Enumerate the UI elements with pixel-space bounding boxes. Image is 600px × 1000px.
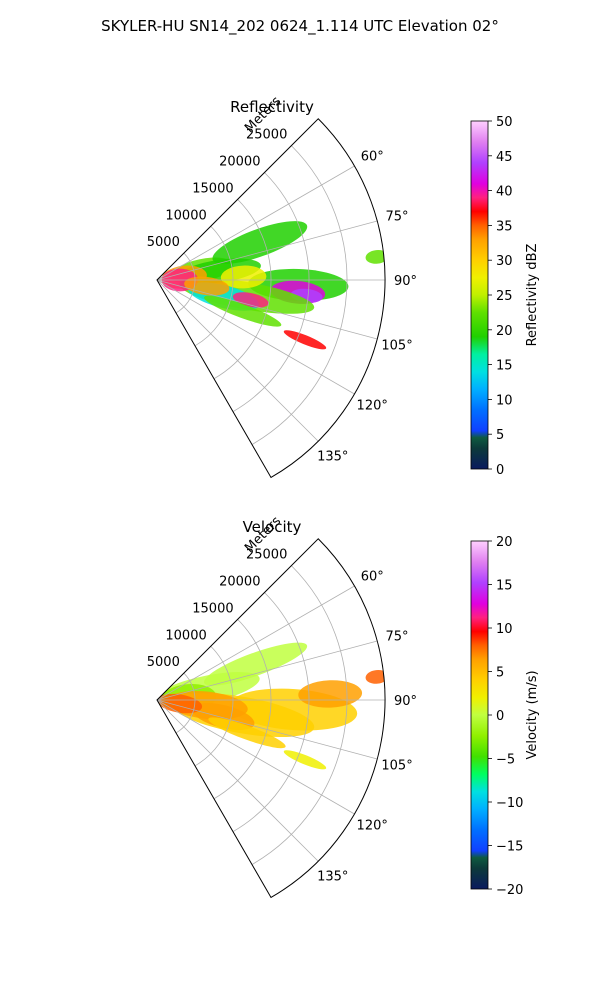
range-tick-label: 25000 — [246, 128, 287, 143]
azimuth-gridline — [156, 699, 319, 862]
sector-outline — [156, 538, 386, 899]
azimuth-tick-label: 90° — [394, 694, 417, 709]
colorbar-tick-label: 50 — [496, 115, 513, 130]
echo-cell — [365, 249, 385, 264]
range-ring — [194, 645, 234, 767]
radar-panels: Reflectivity500010000150002000025000Mete… — [147, 94, 540, 899]
azimuth-gridline — [156, 220, 378, 281]
colorbar: −20 −15 −10 −5 0 5 10 15 20 Velocity (m/s) — [470, 535, 540, 898]
colorbar-tick-label: 30 — [496, 254, 513, 269]
colorbar-tick-label: 5 — [496, 666, 504, 681]
colorbar-tick-label: 5 — [496, 428, 504, 443]
echo-field — [157, 642, 385, 770]
range-ring — [213, 199, 272, 380]
colorbar-tick-label: −5 — [496, 753, 515, 768]
echo-cell — [203, 642, 308, 686]
azimuth-gridline — [156, 279, 355, 395]
azimuth-gridline — [156, 165, 355, 281]
echo-cell — [157, 693, 203, 714]
range-ring — [213, 619, 272, 800]
colorbar-tick-label: 40 — [496, 185, 513, 200]
echo-cell — [283, 330, 327, 350]
range-tick-label: 15000 — [192, 601, 233, 616]
range-tick-label: 5000 — [147, 655, 180, 670]
echo-cell — [184, 276, 230, 296]
colorbar-tick-label: 35 — [496, 219, 513, 234]
colorbar-tick-label: 15 — [496, 579, 513, 594]
colorbar-tick-label: 0 — [496, 709, 504, 724]
colorbar-tick-label: 10 — [496, 393, 513, 408]
panel-title: Velocity — [243, 518, 302, 536]
echo-cell — [208, 717, 286, 749]
echo-cell — [204, 295, 282, 327]
colorbar-tick-label: 20 — [496, 535, 513, 550]
panel-title: Reflectivity — [230, 98, 314, 116]
colorbar-scale — [470, 540, 489, 890]
colorbar-tick-label: 15 — [496, 359, 513, 374]
colorbar-tick-label: 20 — [496, 324, 513, 339]
azimuth-gridline — [156, 585, 355, 701]
sector-outline — [156, 118, 386, 479]
echo-cell — [365, 669, 385, 684]
colorbar-label: Reflectivity dBZ — [525, 244, 540, 347]
colorbar: 0 5 10 15 20 25 30 35 40 45 50 Reflectivity dBZ — [470, 115, 540, 478]
azimuth-gridline — [156, 279, 378, 340]
colorbar-tick-label: −10 — [496, 796, 523, 811]
range-ring — [175, 252, 196, 314]
range-tick-label: 5000 — [147, 235, 180, 250]
azimuth-tick-label: 60° — [361, 150, 384, 165]
azimuth-tick-label: 120° — [357, 818, 388, 833]
azimuth-tick-label: 90° — [394, 274, 417, 289]
range-ring — [175, 672, 196, 734]
colorbar-tick-label: 25 — [496, 289, 513, 304]
azimuth-tick-label: 105° — [381, 338, 412, 353]
colorbar-tick-label: 10 — [496, 622, 513, 637]
range-tick-label: 25000 — [246, 548, 287, 563]
colorbar-label: Velocity (m/s) — [525, 670, 540, 759]
azimuth-tick-label: 75° — [386, 630, 409, 645]
range-ring — [194, 225, 234, 347]
reflectivity-panel: Reflectivity500010000150002000025000Mete… — [147, 94, 540, 479]
colorbar-tick-label: 0 — [496, 463, 504, 478]
azimuth-tick-label: 135° — [317, 870, 348, 885]
azimuth-tick-label: 105° — [381, 758, 412, 773]
colorbar-tick-label: 45 — [496, 150, 513, 165]
echo-field — [161, 221, 385, 350]
range-tick-label: 10000 — [165, 628, 206, 643]
range-tick-label: 10000 — [165, 208, 206, 223]
colorbar-tick-label: −20 — [496, 883, 523, 898]
azimuth-tick-label: 60° — [361, 570, 384, 585]
range-ring — [251, 565, 348, 865]
range-tick-label: 20000 — [219, 575, 260, 590]
echo-cell — [298, 680, 363, 708]
range-tick-label: 15000 — [192, 181, 233, 196]
azimuth-gridline — [156, 699, 378, 760]
azimuth-tick-label: 120° — [357, 398, 388, 413]
figure-suptitle: SKYLER-HU SN14_202 0624_1.114 UTC Elevat… — [101, 17, 499, 36]
azimuth-gridline — [156, 699, 355, 815]
azimuth-tick-label: 75° — [386, 210, 409, 225]
range-tick-label: 20000 — [219, 155, 260, 170]
velocity-panel: Velocity500010000150002000025000Meters60… — [147, 514, 540, 899]
echo-cell — [283, 750, 327, 770]
colorbar-tick-label: −15 — [496, 840, 523, 855]
azimuth-gridline — [156, 640, 378, 701]
colorbar-scale — [470, 120, 489, 470]
echo-cell — [212, 221, 308, 265]
range-ring — [251, 145, 348, 445]
azimuth-gridline — [156, 279, 319, 442]
azimuth-tick-label: 135° — [317, 450, 348, 465]
